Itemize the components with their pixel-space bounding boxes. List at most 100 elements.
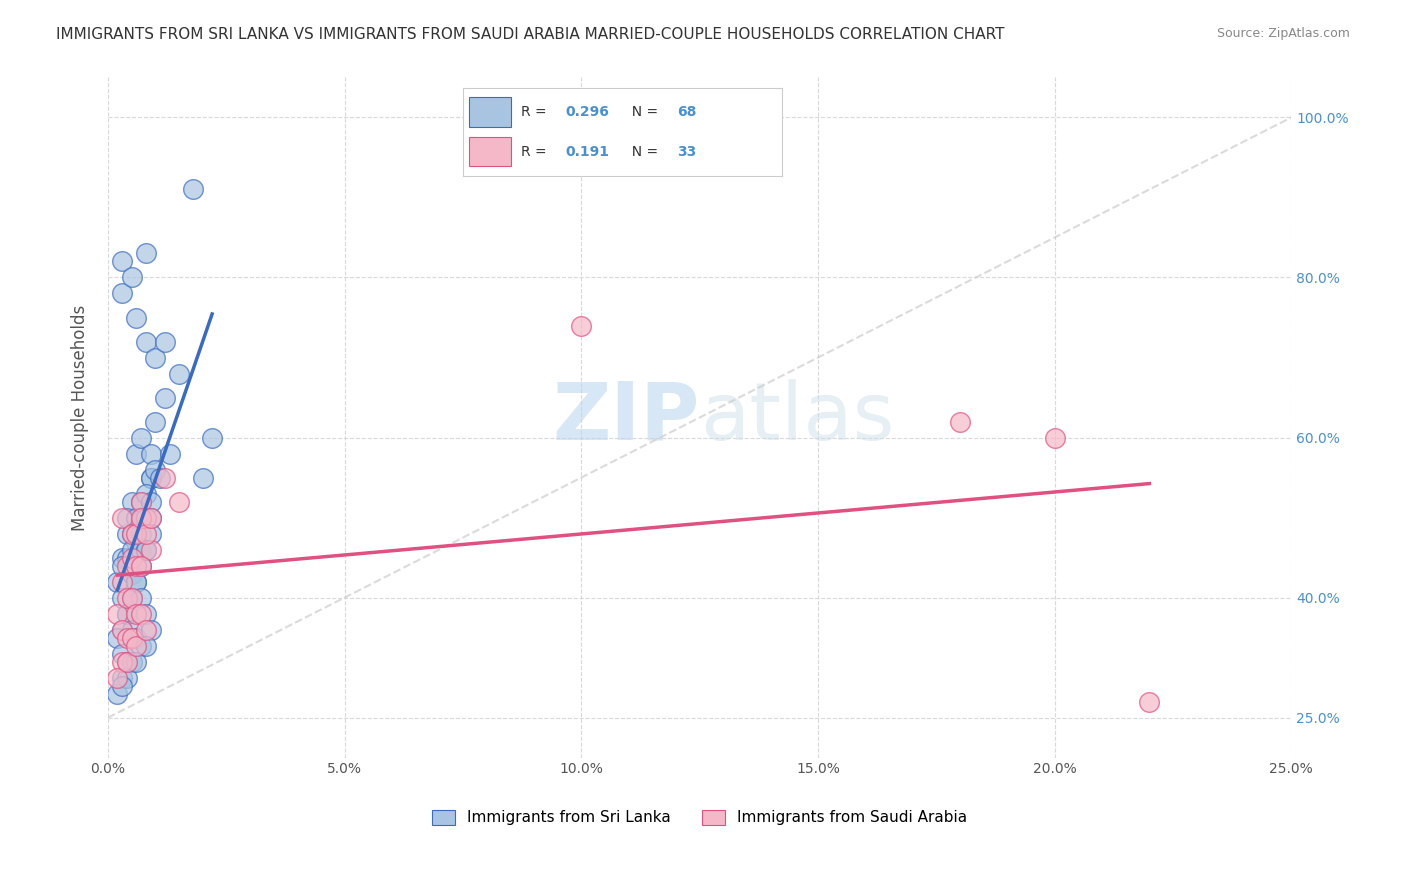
Text: IMMIGRANTS FROM SRI LANKA VS IMMIGRANTS FROM SAUDI ARABIA MARRIED-COUPLE HOUSEHO: IMMIGRANTS FROM SRI LANKA VS IMMIGRANTS … <box>56 27 1005 42</box>
Point <box>115 526 138 541</box>
Point <box>129 558 152 573</box>
Point <box>135 639 157 653</box>
Point <box>139 526 162 541</box>
Point <box>115 631 138 645</box>
Point <box>111 550 134 565</box>
Point <box>111 254 134 268</box>
Point <box>129 431 152 445</box>
Point <box>115 607 138 621</box>
Point <box>111 647 134 661</box>
Point <box>115 671 138 685</box>
Point <box>139 470 162 484</box>
Point <box>121 623 143 637</box>
Point <box>125 574 148 589</box>
Point <box>167 494 190 508</box>
Point <box>135 486 157 500</box>
Point <box>111 623 134 637</box>
Point <box>129 639 152 653</box>
Point <box>121 494 143 508</box>
Point <box>159 446 181 460</box>
Point <box>129 591 152 605</box>
Point <box>149 470 172 484</box>
Text: Source: ZipAtlas.com: Source: ZipAtlas.com <box>1216 27 1350 40</box>
Point <box>129 510 152 524</box>
Point <box>125 534 148 549</box>
Point <box>139 494 162 508</box>
Point <box>111 574 134 589</box>
Point <box>111 591 134 605</box>
Point <box>121 542 143 557</box>
Point <box>143 462 166 476</box>
Point <box>121 526 143 541</box>
Point <box>569 318 592 333</box>
Point <box>125 558 148 573</box>
Point <box>135 623 157 637</box>
Point <box>129 607 152 621</box>
Point <box>135 510 157 524</box>
Point <box>111 655 134 669</box>
Point <box>201 431 224 445</box>
Point <box>143 415 166 429</box>
Point <box>121 655 143 669</box>
Point <box>107 607 129 621</box>
Point <box>129 526 152 541</box>
Point <box>135 526 157 541</box>
Point <box>129 510 152 524</box>
Point <box>135 542 157 557</box>
Point <box>121 591 143 605</box>
Point <box>115 510 138 524</box>
Point <box>153 470 176 484</box>
Point <box>129 542 152 557</box>
Point <box>135 542 157 557</box>
Point <box>135 607 157 621</box>
Point <box>129 494 152 508</box>
Y-axis label: Married-couple Households: Married-couple Households <box>72 304 89 531</box>
Point <box>135 334 157 349</box>
Point <box>139 446 162 460</box>
Point <box>125 631 148 645</box>
Point <box>107 671 129 685</box>
Point <box>143 351 166 365</box>
Point <box>191 470 214 484</box>
Point <box>111 671 134 685</box>
Point <box>181 182 204 196</box>
Point <box>115 550 138 565</box>
Point <box>121 270 143 285</box>
Point <box>107 687 129 701</box>
Legend: Immigrants from Sri Lanka, Immigrants from Saudi Arabia: Immigrants from Sri Lanka, Immigrants fr… <box>426 804 973 831</box>
Point <box>1043 431 1066 445</box>
Point <box>107 631 129 645</box>
Point <box>139 623 162 637</box>
Point <box>139 470 162 484</box>
Point <box>115 655 138 669</box>
Point <box>111 679 134 693</box>
Point <box>1137 695 1160 709</box>
Point <box>129 494 152 508</box>
Point <box>121 526 143 541</box>
Point <box>111 623 134 637</box>
Point <box>167 367 190 381</box>
Point <box>107 574 129 589</box>
Text: ZIP: ZIP <box>553 378 700 457</box>
Point <box>139 542 162 557</box>
Text: atlas: atlas <box>700 378 894 457</box>
Point <box>125 526 148 541</box>
Point <box>125 639 148 653</box>
Point <box>111 558 134 573</box>
Point <box>115 655 138 669</box>
Point <box>121 631 143 645</box>
Point <box>111 510 134 524</box>
Point <box>125 310 148 325</box>
Point <box>125 510 148 524</box>
Point <box>139 510 162 524</box>
Point <box>125 655 148 669</box>
Point <box>121 591 143 605</box>
Point <box>949 415 972 429</box>
Point <box>111 286 134 301</box>
Point <box>153 391 176 405</box>
Point <box>153 334 176 349</box>
Point <box>115 591 138 605</box>
Point <box>135 246 157 260</box>
Point <box>115 607 138 621</box>
Point <box>129 558 152 573</box>
